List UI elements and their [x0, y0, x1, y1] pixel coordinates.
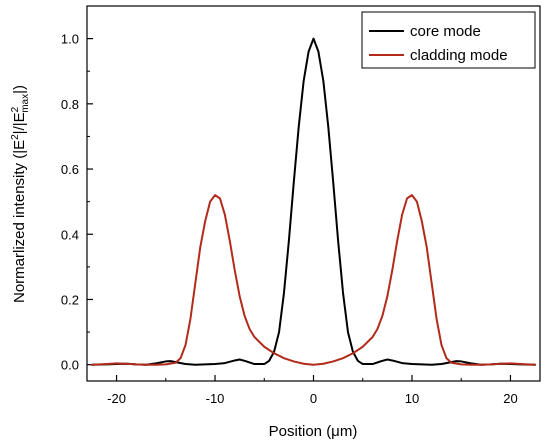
series-line-cladding-mode: [90, 194, 537, 366]
legend-box: [361, 11, 536, 69]
legend-label-cladding-mode: cladding mode: [410, 47, 508, 64]
legend: core mode cladding mode: [361, 11, 536, 69]
y-tick-label: 0.2: [61, 292, 79, 307]
x-tick-label: 0: [310, 391, 317, 406]
x-tick-label: 10: [405, 391, 419, 406]
x-tick-label: 20: [503, 391, 517, 406]
x-tick-label: -20: [107, 391, 126, 406]
x-axis-ticks: -20 -10 0 10 20: [107, 375, 518, 406]
y-axis-title: Normarlized intensity (|E2|/|E2max|): [10, 85, 31, 303]
y-axis-ticks: 0.0 0.2 0.4 0.6 0.8 1.0: [61, 32, 93, 373]
y-tick-label: 0.8: [61, 97, 79, 112]
y-tick-label: 0.0: [61, 358, 79, 373]
y-tick-label: 0.4: [61, 227, 79, 242]
y-tick-label: 1.0: [61, 32, 79, 47]
y-tick-label: 0.6: [61, 162, 79, 177]
legend-label-core-mode: core mode: [410, 23, 481, 40]
series-line-core-mode: [90, 37, 537, 366]
x-tick-label: -10: [206, 391, 225, 406]
series-layer: [90, 37, 537, 366]
x-axis-title: Position (μm): [269, 423, 358, 440]
